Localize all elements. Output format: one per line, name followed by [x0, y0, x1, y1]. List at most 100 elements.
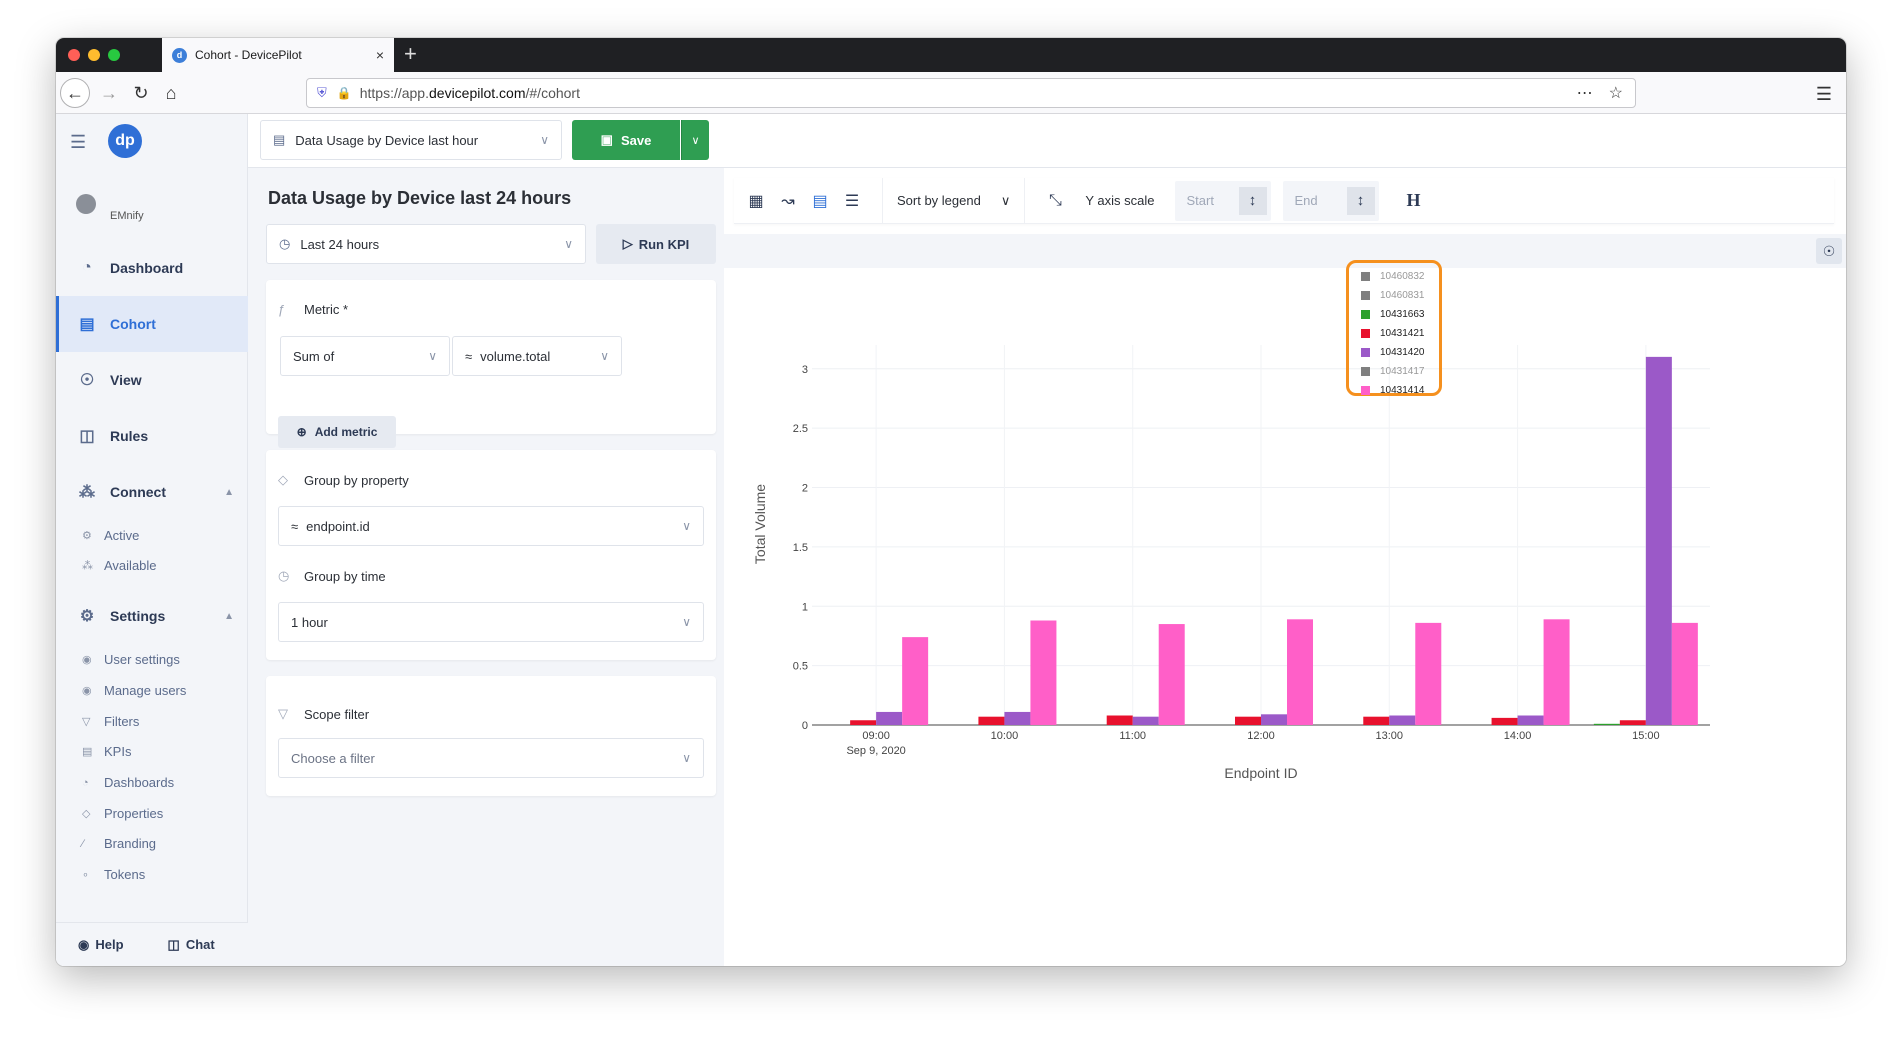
bar-chart-icon: ▤: [79, 316, 95, 333]
save-icon: ▣: [600, 132, 613, 147]
sidebar-subitem-label: User settings: [104, 652, 180, 667]
legend-item[interactable]: 10431414: [1361, 385, 1425, 396]
legend-item[interactable]: 10431421: [1361, 328, 1425, 339]
group-time-label-text: Group by time: [304, 568, 386, 584]
sidebar-item-settings[interactable]: ⚙ Settings ▲: [56, 588, 248, 644]
legend-item[interactable]: 10431417: [1361, 366, 1425, 377]
devicepilot-logo-icon[interactable]: dp: [108, 124, 142, 158]
forward-arrow-icon[interactable]: →: [100, 82, 118, 103]
page-actions-icon[interactable]: ⋯: [1576, 85, 1593, 102]
bookmark-star-icon[interactable]: ☆: [1608, 85, 1623, 102]
chevron-up-icon[interactable]: ▲: [224, 610, 234, 622]
close-window-dot[interactable]: [68, 49, 80, 61]
browser-menu-icon[interactable]: ☰: [1815, 84, 1832, 104]
sidebar-item-cohort[interactable]: ▤ Cohort: [56, 296, 248, 352]
chat-button[interactable]: ◫ Chat: [168, 937, 215, 953]
sidebar-subitem-tokens[interactable]: ∘ Tokens: [82, 867, 145, 882]
browser-navbar: ← → ↻ ⌂ ⛨ 🔒 https://app. devicepilot.com /…: [56, 72, 1846, 114]
legend-label: 10431414: [1380, 385, 1425, 396]
url-bar[interactable]: ⛨ 🔒 https://app. devicepilot.com/#/cohort…: [306, 78, 1636, 108]
group-time-label: ◷ Group by time: [278, 568, 386, 584]
sidebar-subitem-available[interactable]: ⁂ Available: [82, 558, 157, 573]
vertical-arrows-icon[interactable]: ↕: [1238, 186, 1267, 215]
grouping-card: ◇ Group by property ≈ endpoint.id ∨ ◷ Gr…: [266, 450, 716, 660]
sidebar-subitem-filters[interactable]: ▽ Filters: [82, 714, 139, 729]
eye-icon[interactable]: ☉: [1816, 238, 1842, 264]
legend-item[interactable]: 10431663: [1361, 309, 1425, 320]
save-button[interactable]: ▣ Save: [572, 120, 680, 160]
line-chart-icon[interactable]: ↝: [781, 192, 795, 210]
zoom-window-dot[interactable]: [108, 49, 120, 61]
legend-item[interactable]: 10431420: [1361, 347, 1425, 358]
metric-field-select[interactable]: ≈ volume.total ∨: [452, 336, 622, 376]
chat-icon: ◫: [167, 936, 180, 952]
chevron-down-icon: ∨: [682, 615, 691, 629]
group-property-select[interactable]: ≈ endpoint.id ∨: [278, 506, 704, 546]
kpi-select-value: Data Usage by Device last hour: [295, 132, 479, 148]
kpi-select[interactable]: ▤ Data Usage by Device last hour ∨: [260, 120, 562, 160]
group-property-label-text: Group by property: [304, 472, 409, 488]
bar-chart-icon: ▤: [273, 132, 286, 147]
run-kpi-button[interactable]: ▷ Run KPI: [596, 224, 716, 264]
home-icon[interactable]: ⌂: [165, 82, 177, 103]
hamburger-icon[interactable]: ☰: [70, 132, 87, 152]
sidebar-subitem-label: Manage users: [104, 683, 187, 698]
bar-chart-icon: ▤: [82, 746, 93, 758]
back-arrow-icon[interactable]: ←: [60, 78, 90, 108]
reload-icon[interactable]: ↻: [133, 82, 149, 103]
sidebar-subitem-properties[interactable]: ◇ Properties: [82, 806, 163, 821]
tab-close-icon[interactable]: ×: [375, 47, 384, 63]
sidebar-item-label: Rules: [110, 428, 149, 444]
sidebar-item-dashboard[interactable]: ◔ Dashboard: [56, 240, 248, 296]
lock-icon[interactable]: 🔒: [336, 86, 352, 100]
sidebar-item-connect[interactable]: ⁂ Connect ▲: [56, 464, 248, 520]
sidebar-subitem-dashboards[interactable]: ◔ Dashboards: [82, 775, 174, 790]
layers-icon[interactable]: ☰: [844, 192, 860, 210]
vertical-arrows-icon[interactable]: ↕: [1346, 186, 1375, 215]
browser-tab[interactable]: d Cohort - DevicePilot ×: [162, 38, 394, 72]
y-axis-scale-label: Y axis scale: [1085, 193, 1155, 208]
table-view-icon[interactable]: ▦: [748, 192, 764, 210]
y-axis-start-input[interactable]: Start ↕: [1174, 180, 1271, 221]
sidebar-subitem-kpis[interactable]: ▤ KPIs: [82, 744, 131, 759]
users-icon: ◉: [82, 685, 92, 697]
legend-item[interactable]: 10460832: [1361, 271, 1425, 282]
tracking-shield-icon[interactable]: ⛨: [317, 85, 327, 100]
sidebar-item-view[interactable]: ☉ View: [56, 352, 248, 408]
avatar[interactable]: [76, 194, 96, 214]
legend-label: 10431421: [1380, 328, 1425, 339]
sidebar-subitem-user-settings[interactable]: ◉ User settings: [82, 652, 180, 667]
sidebar-item-rules[interactable]: ◫ Rules: [56, 408, 248, 464]
sidebar-subitem-active[interactable]: ⚙ Active: [82, 528, 139, 543]
chart-legend: 10460832 10460831 10431663 10431421 10431420…: [1346, 260, 1442, 396]
sort-select[interactable]: Sort by legend ∨: [897, 193, 1010, 209]
heading-h-icon[interactable]: H: [1406, 190, 1421, 210]
y-axis-end-input[interactable]: End ↕: [1282, 180, 1379, 221]
new-tab-button[interactable]: +: [404, 41, 417, 66]
scope-filter-select[interactable]: Choose a filter ∨: [278, 738, 704, 778]
expand-icon[interactable]: ⤡: [1048, 191, 1062, 209]
aggregation-select[interactable]: Sum of ∨: [280, 336, 450, 376]
sidebar: ☰ dp EMnify ◔ Dashboard ▤ Cohort ☉ View …: [56, 114, 248, 966]
legend-item[interactable]: 10460831: [1361, 290, 1425, 301]
chevron-up-icon[interactable]: ▲: [224, 486, 234, 498]
add-metric-button[interactable]: ⊕ Add metric: [278, 416, 396, 448]
legend-label: 10460832: [1380, 271, 1425, 282]
tab-bar: d Cohort - DevicePilot × +: [56, 38, 1846, 72]
time-range-select[interactable]: ◷ Last 24 hours ∨: [266, 224, 586, 264]
sidebar-subitem-branding[interactable]: ∕ Branding: [82, 836, 156, 851]
end-placeholder: End: [1294, 193, 1318, 208]
group-property-label: ◇ Group by property: [278, 472, 409, 488]
help-button[interactable]: ◉ Help: [78, 937, 124, 953]
play-circle-icon: ▷: [622, 236, 633, 251]
group-time-select[interactable]: 1 hour ∨: [278, 602, 704, 642]
chevron-down-icon: ∨: [691, 134, 700, 147]
save-options-button[interactable]: ∨: [681, 120, 709, 160]
minimize-window-dot[interactable]: [88, 49, 100, 61]
bar-chart-icon[interactable]: ▤: [812, 192, 828, 210]
key-icon: ∘: [82, 869, 89, 881]
clock-icon: ◷: [278, 568, 290, 583]
sidebar-subitem-manage-users[interactable]: ◉ Manage users: [82, 683, 186, 698]
flow-icon: ◫: [79, 428, 95, 445]
page-title: Data Usage by Device last 24 hours: [268, 188, 572, 208]
